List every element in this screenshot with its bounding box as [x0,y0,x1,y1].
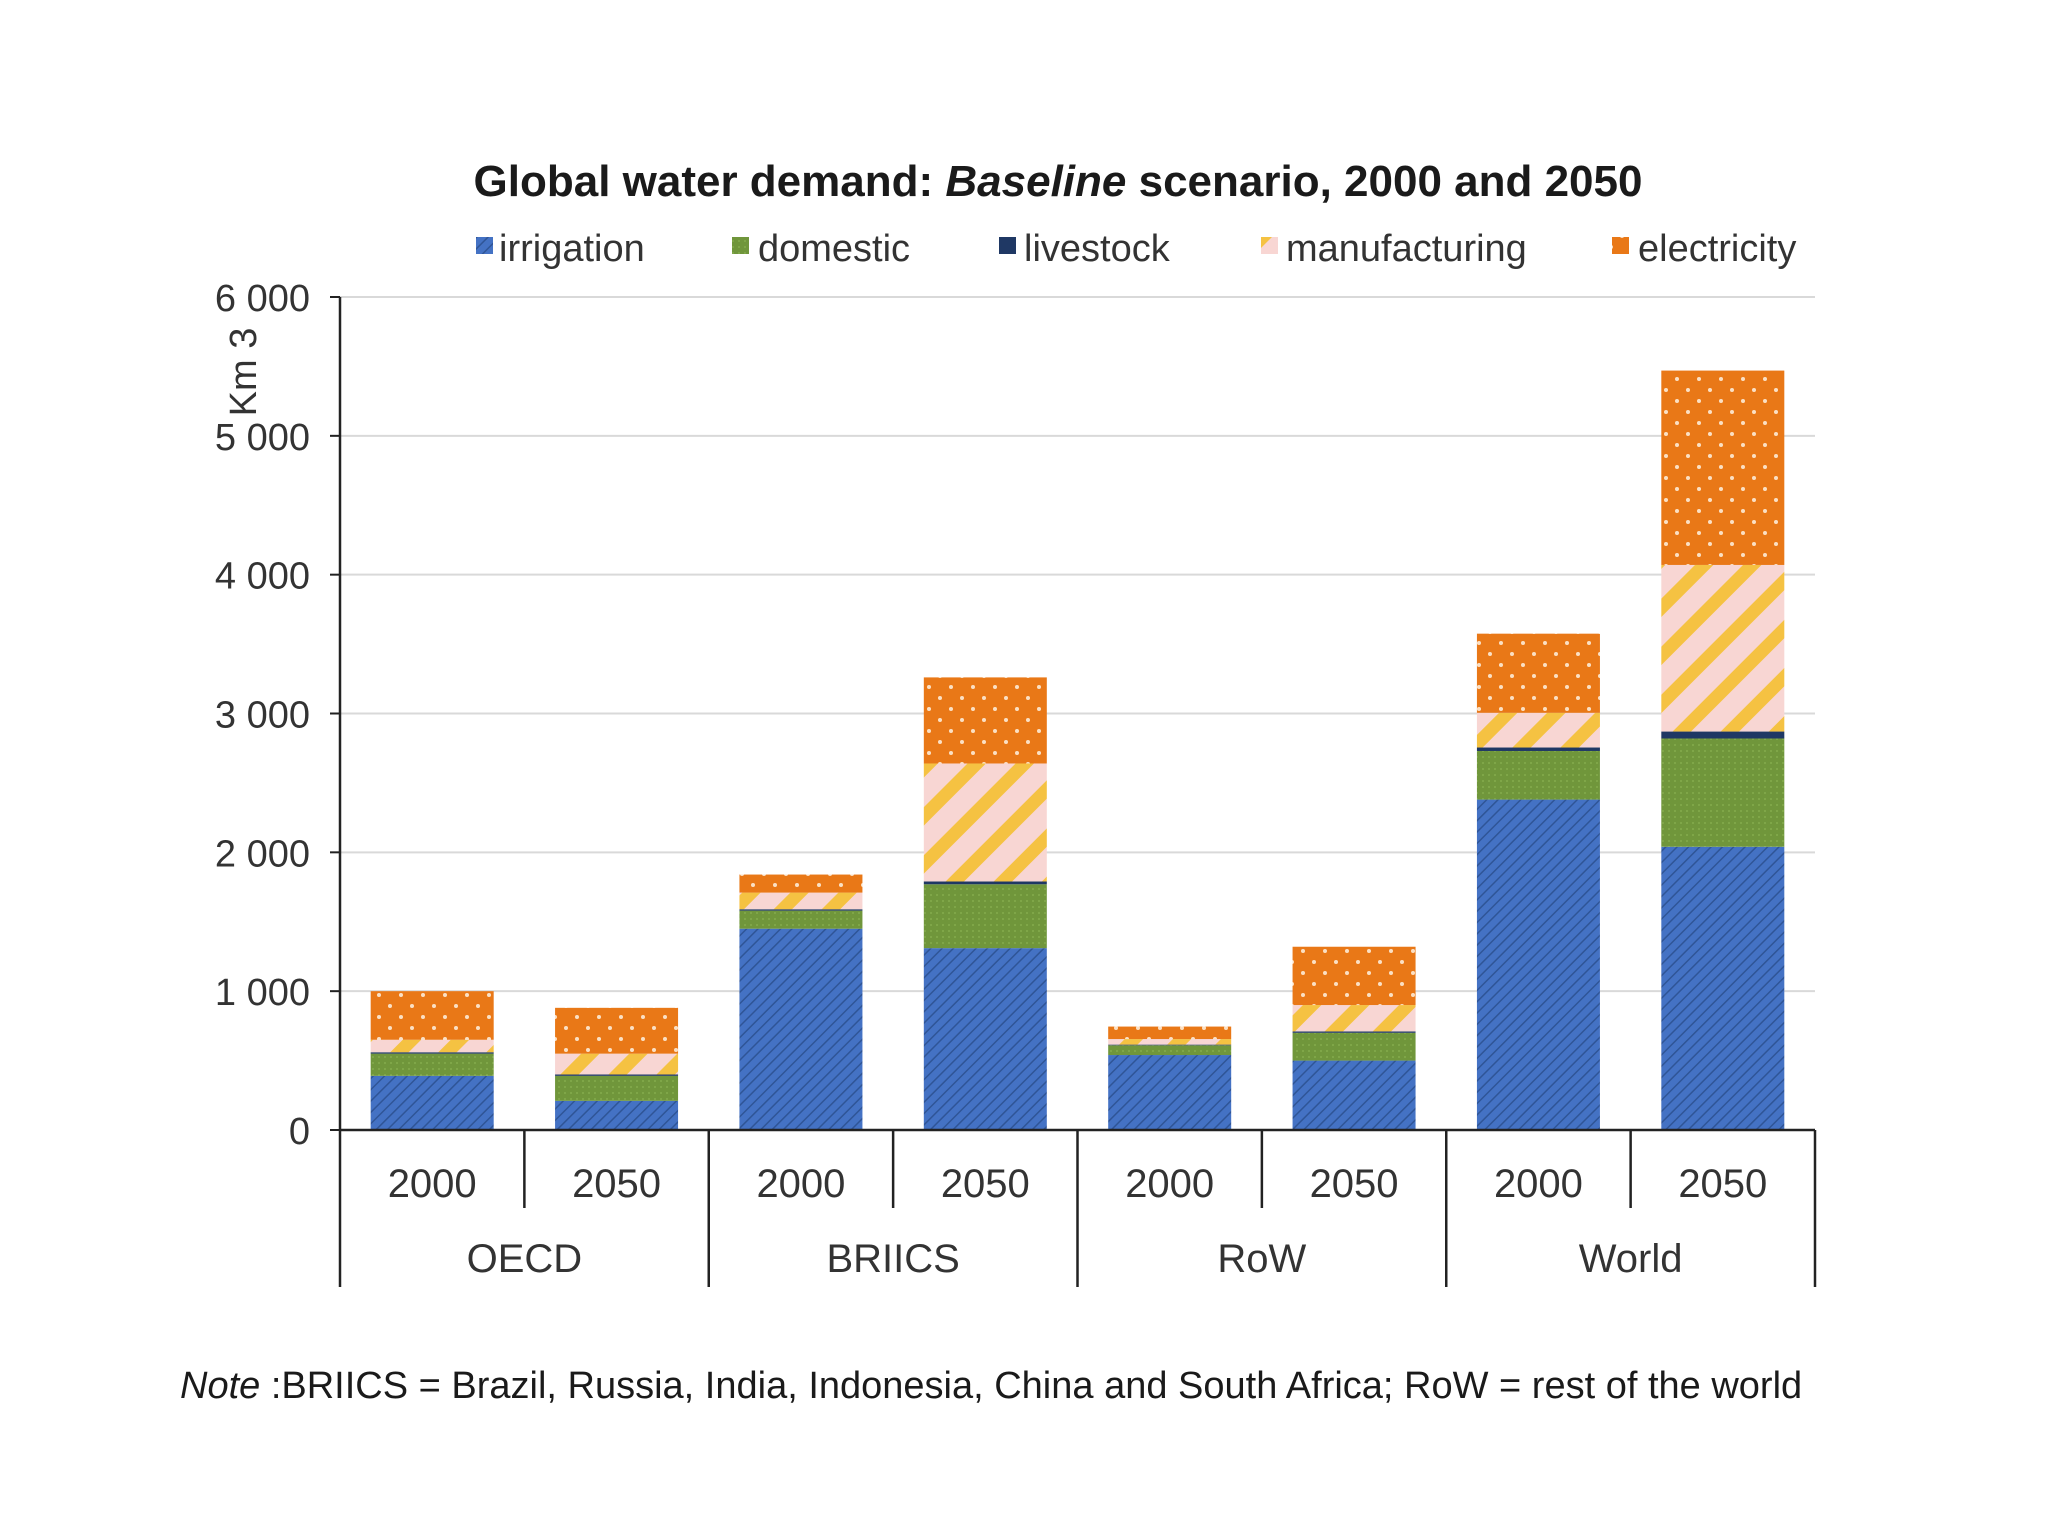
chart-title: Global water demand: Baseline scenario, … [474,157,1643,206]
bar-domestic-BRIICS-2000 [739,910,863,929]
legend-swatch-livestock [999,237,1016,254]
bar-irrigation-BRIICS-2000 [739,928,863,1130]
legend-swatch-electricity [1612,237,1629,254]
legend-item-irrigation: irrigation [476,228,645,270]
bar-electricity-RoW-2000 [1108,1026,1232,1040]
y-tick-label: 6 000 [215,278,310,320]
x-category-label: 2050 [1678,1162,1767,1206]
x-group-label: OECD [467,1237,583,1281]
bar-livestock-BRIICS-2050 [923,881,1047,885]
y-tick-label: 4 000 [215,556,310,598]
x-group-label: BRIICS [826,1237,959,1281]
legend-item-domestic: domestic [732,228,910,270]
legend-swatch-domestic [732,237,749,254]
bar-electricity-World-2050 [1661,370,1785,565]
x-category-label: 2000 [756,1162,845,1206]
chart-title-part-1: Global water demand: [474,157,946,206]
bar-livestock-OECD-2050 [555,1074,679,1076]
bar-electricity-OECD-2050 [555,1007,679,1054]
y-tick-label: 0 [289,1111,310,1153]
bar-irrigation-RoW-2050 [1292,1060,1416,1130]
y-tick-labels: 0 1 000 2 000 3 000 4 000 5 000 6 000 [215,278,340,1153]
bar-electricity-OECD-2000 [370,991,494,1040]
legend-item-electricity: electricity [1612,228,1796,270]
bar-manufacturing-World-2050 [1661,564,1785,732]
bar-irrigation-BRIICS-2050 [923,948,1047,1130]
x-group-label: World [1579,1237,1683,1281]
legend-swatch-irrigation [476,237,493,254]
bar-domestic-RoW-2050 [1292,1032,1416,1061]
bar-livestock-RoW-2050 [1292,1031,1416,1033]
bar-domestic-OECD-2050 [555,1075,679,1101]
bar-livestock-RoW-2000 [1108,1044,1232,1046]
x-category-label: 2050 [572,1162,661,1206]
x-group-label: RoW [1217,1237,1306,1281]
bar-domestic-BRIICS-2050 [923,884,1047,949]
bar-manufacturing-OECD-2050 [555,1053,679,1075]
bar-manufacturing-RoW-2000 [1108,1039,1232,1045]
x-category-label: 2050 [1310,1162,1399,1206]
legend-label-irrigation: irrigation [499,228,645,270]
legend-label-domestic: domestic [758,228,910,270]
bar-electricity-BRIICS-2000 [739,874,863,893]
x-category-label: 2000 [1494,1162,1583,1206]
bar-irrigation-World-2050 [1661,846,1785,1130]
bar-electricity-RoW-2050 [1292,946,1416,1006]
bar-electricity-BRIICS-2050 [923,677,1047,764]
legend-item-livestock: livestock [999,228,1171,270]
y-tick-label: 1 000 [215,972,310,1014]
bar-domestic-World-2000 [1476,750,1600,800]
bar-domestic-RoW-2000 [1108,1045,1232,1056]
bar-manufacturing-OECD-2000 [370,1039,494,1053]
bar-livestock-World-2050 [1661,731,1785,739]
bar-domestic-OECD-2000 [370,1053,494,1076]
legend-label-manufacturing: manufacturing [1286,228,1527,270]
chart-title-part-3: scenario, 2000 and 2050 [1126,157,1642,206]
y-tick-label: 3 000 [215,695,310,737]
bar-livestock-BRIICS-2000 [739,909,863,911]
bar-manufacturing-RoW-2050 [1292,1005,1416,1032]
bar-manufacturing-BRIICS-2050 [923,763,1047,882]
bar-manufacturing-World-2000 [1476,712,1600,748]
bar-domestic-World-2050 [1661,738,1785,847]
bar-irrigation-OECD-2000 [370,1075,494,1130]
y-axis-label: Km 3 [223,328,265,417]
legend-swatch-manufacturing [1261,237,1278,254]
y-tick-label: 5 000 [215,417,310,459]
chart-title-part-2: Baseline [945,157,1126,206]
bar-livestock-World-2000 [1476,747,1600,751]
y-tick-label: 2 000 [215,833,310,875]
legend-item-manufacturing: manufacturing [1261,228,1527,270]
bar-livestock-OECD-2000 [370,1052,494,1054]
x-category-label: 2050 [941,1162,1030,1206]
x-category-label: 2000 [1125,1162,1214,1206]
x-category-labels: 2000 2050 2000 2050 2000 2050 2000 2050 OECD BRII… [388,1162,1768,1281]
x-category-label: 2000 [388,1162,477,1206]
bars [370,370,1785,1130]
footnote-prefix: Note [180,1365,260,1407]
footnote-text: :BRIICS = Brazil, Russia, India, Indones… [260,1365,1802,1407]
legend-label-livestock: livestock [1024,228,1171,270]
bar-irrigation-OECD-2050 [555,1100,679,1130]
bar-irrigation-RoW-2000 [1108,1055,1232,1130]
legend-label-electricity: electricity [1638,228,1796,270]
footnote: Note :BRIICS = Brazil, Russia, India, In… [180,1365,1802,1407]
bar-electricity-World-2000 [1476,633,1600,713]
legend: irrigation domestic livestock manufactur… [476,228,1796,270]
bar-manufacturing-BRIICS-2000 [739,892,863,910]
bar-irrigation-World-2000 [1476,799,1600,1130]
